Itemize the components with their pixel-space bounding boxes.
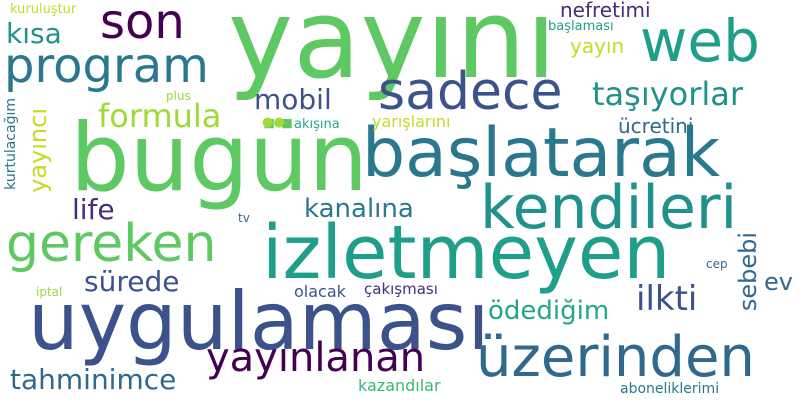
word-sadece: sadece — [378, 62, 563, 122]
word-formula: formula — [98, 97, 222, 135]
word-uygulamasi: uygulaması — [28, 275, 490, 368]
word-cep: cep — [706, 257, 728, 271]
word-bugun: bugün — [70, 104, 369, 213]
word-baslamasi: başlaması — [548, 19, 614, 34]
word-akisina: akışına — [294, 117, 340, 132]
word-son: son — [100, 0, 185, 50]
word-kurtulacagim: kurtulacağım — [3, 98, 19, 190]
word-kazandilar: kazandılar — [358, 376, 441, 395]
word-kendileri: kendileri — [480, 173, 738, 243]
word-tahminimce: tahminimce — [10, 363, 177, 396]
word-plus: plus — [166, 89, 191, 103]
word-cakismasi: çakışması — [364, 280, 438, 298]
word-ucretini: ücretini — [618, 114, 694, 138]
word-aboneliklerimi: aboneliklerimi — [620, 381, 720, 397]
word-kisa: kısa — [6, 17, 62, 50]
word-tv: tv — [238, 211, 250, 225]
word-odedigim: ödediğim — [488, 296, 610, 326]
word-yarislarini: yarışlarını — [372, 112, 451, 131]
word-iptal: iptal — [36, 285, 63, 299]
word-yayinci: yayıncı — [24, 108, 52, 193]
word-web: web — [640, 7, 760, 75]
word-yayini: yayını — [228, 0, 557, 103]
word-nefretimi: nefretimi — [560, 0, 651, 22]
word-kanalina: kanalına — [304, 194, 414, 224]
word-yayin: yayın — [570, 34, 625, 58]
word-sebebi: sebebi — [734, 232, 762, 312]
word-surede: sürede — [84, 265, 180, 298]
word-gereken: gereken — [6, 214, 217, 274]
word-ilkti: ilkti — [636, 279, 698, 319]
word-dots: ●● — [262, 115, 285, 130]
word-ev: ev — [764, 268, 793, 296]
word-mobil: mobil — [254, 83, 332, 116]
word-kurulustur: kuruluştur — [10, 2, 77, 17]
word-uzerinden: üzerinden — [476, 325, 755, 390]
word-olacak: olacak — [294, 282, 346, 301]
word-life: life — [72, 193, 115, 226]
word-baslatarak: başlatarak — [362, 114, 721, 193]
word-program: program — [4, 38, 209, 94]
word-tasiyorlar: taşıyorlar — [592, 75, 744, 113]
word-izletmeyen: izletmeyen — [262, 210, 671, 296]
word-yayinlanan: yayınlanan — [206, 335, 426, 381]
